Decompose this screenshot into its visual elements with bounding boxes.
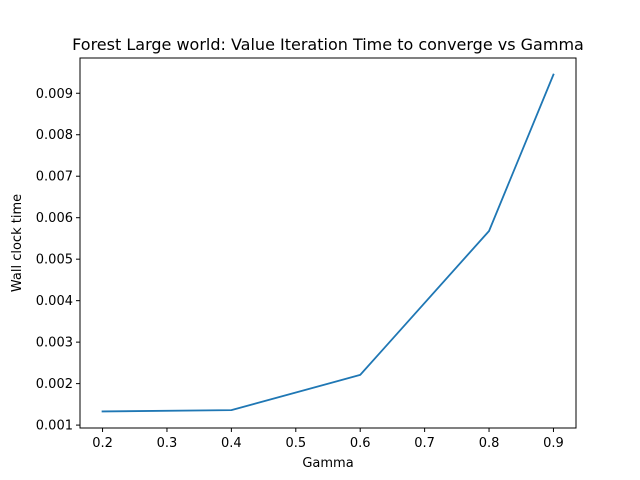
x-tick-label: 0.6 [350,436,371,451]
x-axis-label: Gamma [302,456,353,471]
x-axis-ticks: 0.2 0.3 0.4 0.5 0.6 0.7 0.8 0.9 [92,428,564,451]
x-tick-label: 0.2 [92,436,113,451]
y-tick-label: 0.008 [36,128,73,143]
series-line [101,73,555,413]
y-tick-label: 0.005 [36,253,73,268]
plot-frame [79,57,577,429]
y-tick-label: 0.006 [36,211,73,226]
plot-area [101,73,555,413]
y-tick-label: 0.007 [36,170,73,185]
y-axis-ticks: 0.001 0.002 0.003 0.004 0.005 0.006 0.007 0.008… [36,87,80,434]
y-tick-label: 0.004 [36,294,73,309]
chart-title: Forest Large world: Value Iteration Time… [72,35,584,54]
x-tick-label: 0.3 [157,436,178,451]
x-tick-label: 0.9 [543,436,564,451]
y-tick-label: 0.003 [36,336,73,351]
y-tick-label: 0.009 [36,87,73,102]
y-tick-label: 0.001 [36,419,73,434]
x-tick-label: 0.4 [221,436,242,451]
y-axis-label: Wall clock time [10,194,25,292]
x-tick-label: 0.7 [414,436,435,451]
y-tick-label: 0.002 [36,377,73,392]
x-tick-label: 0.8 [479,436,500,451]
x-tick-label: 0.5 [285,436,306,451]
